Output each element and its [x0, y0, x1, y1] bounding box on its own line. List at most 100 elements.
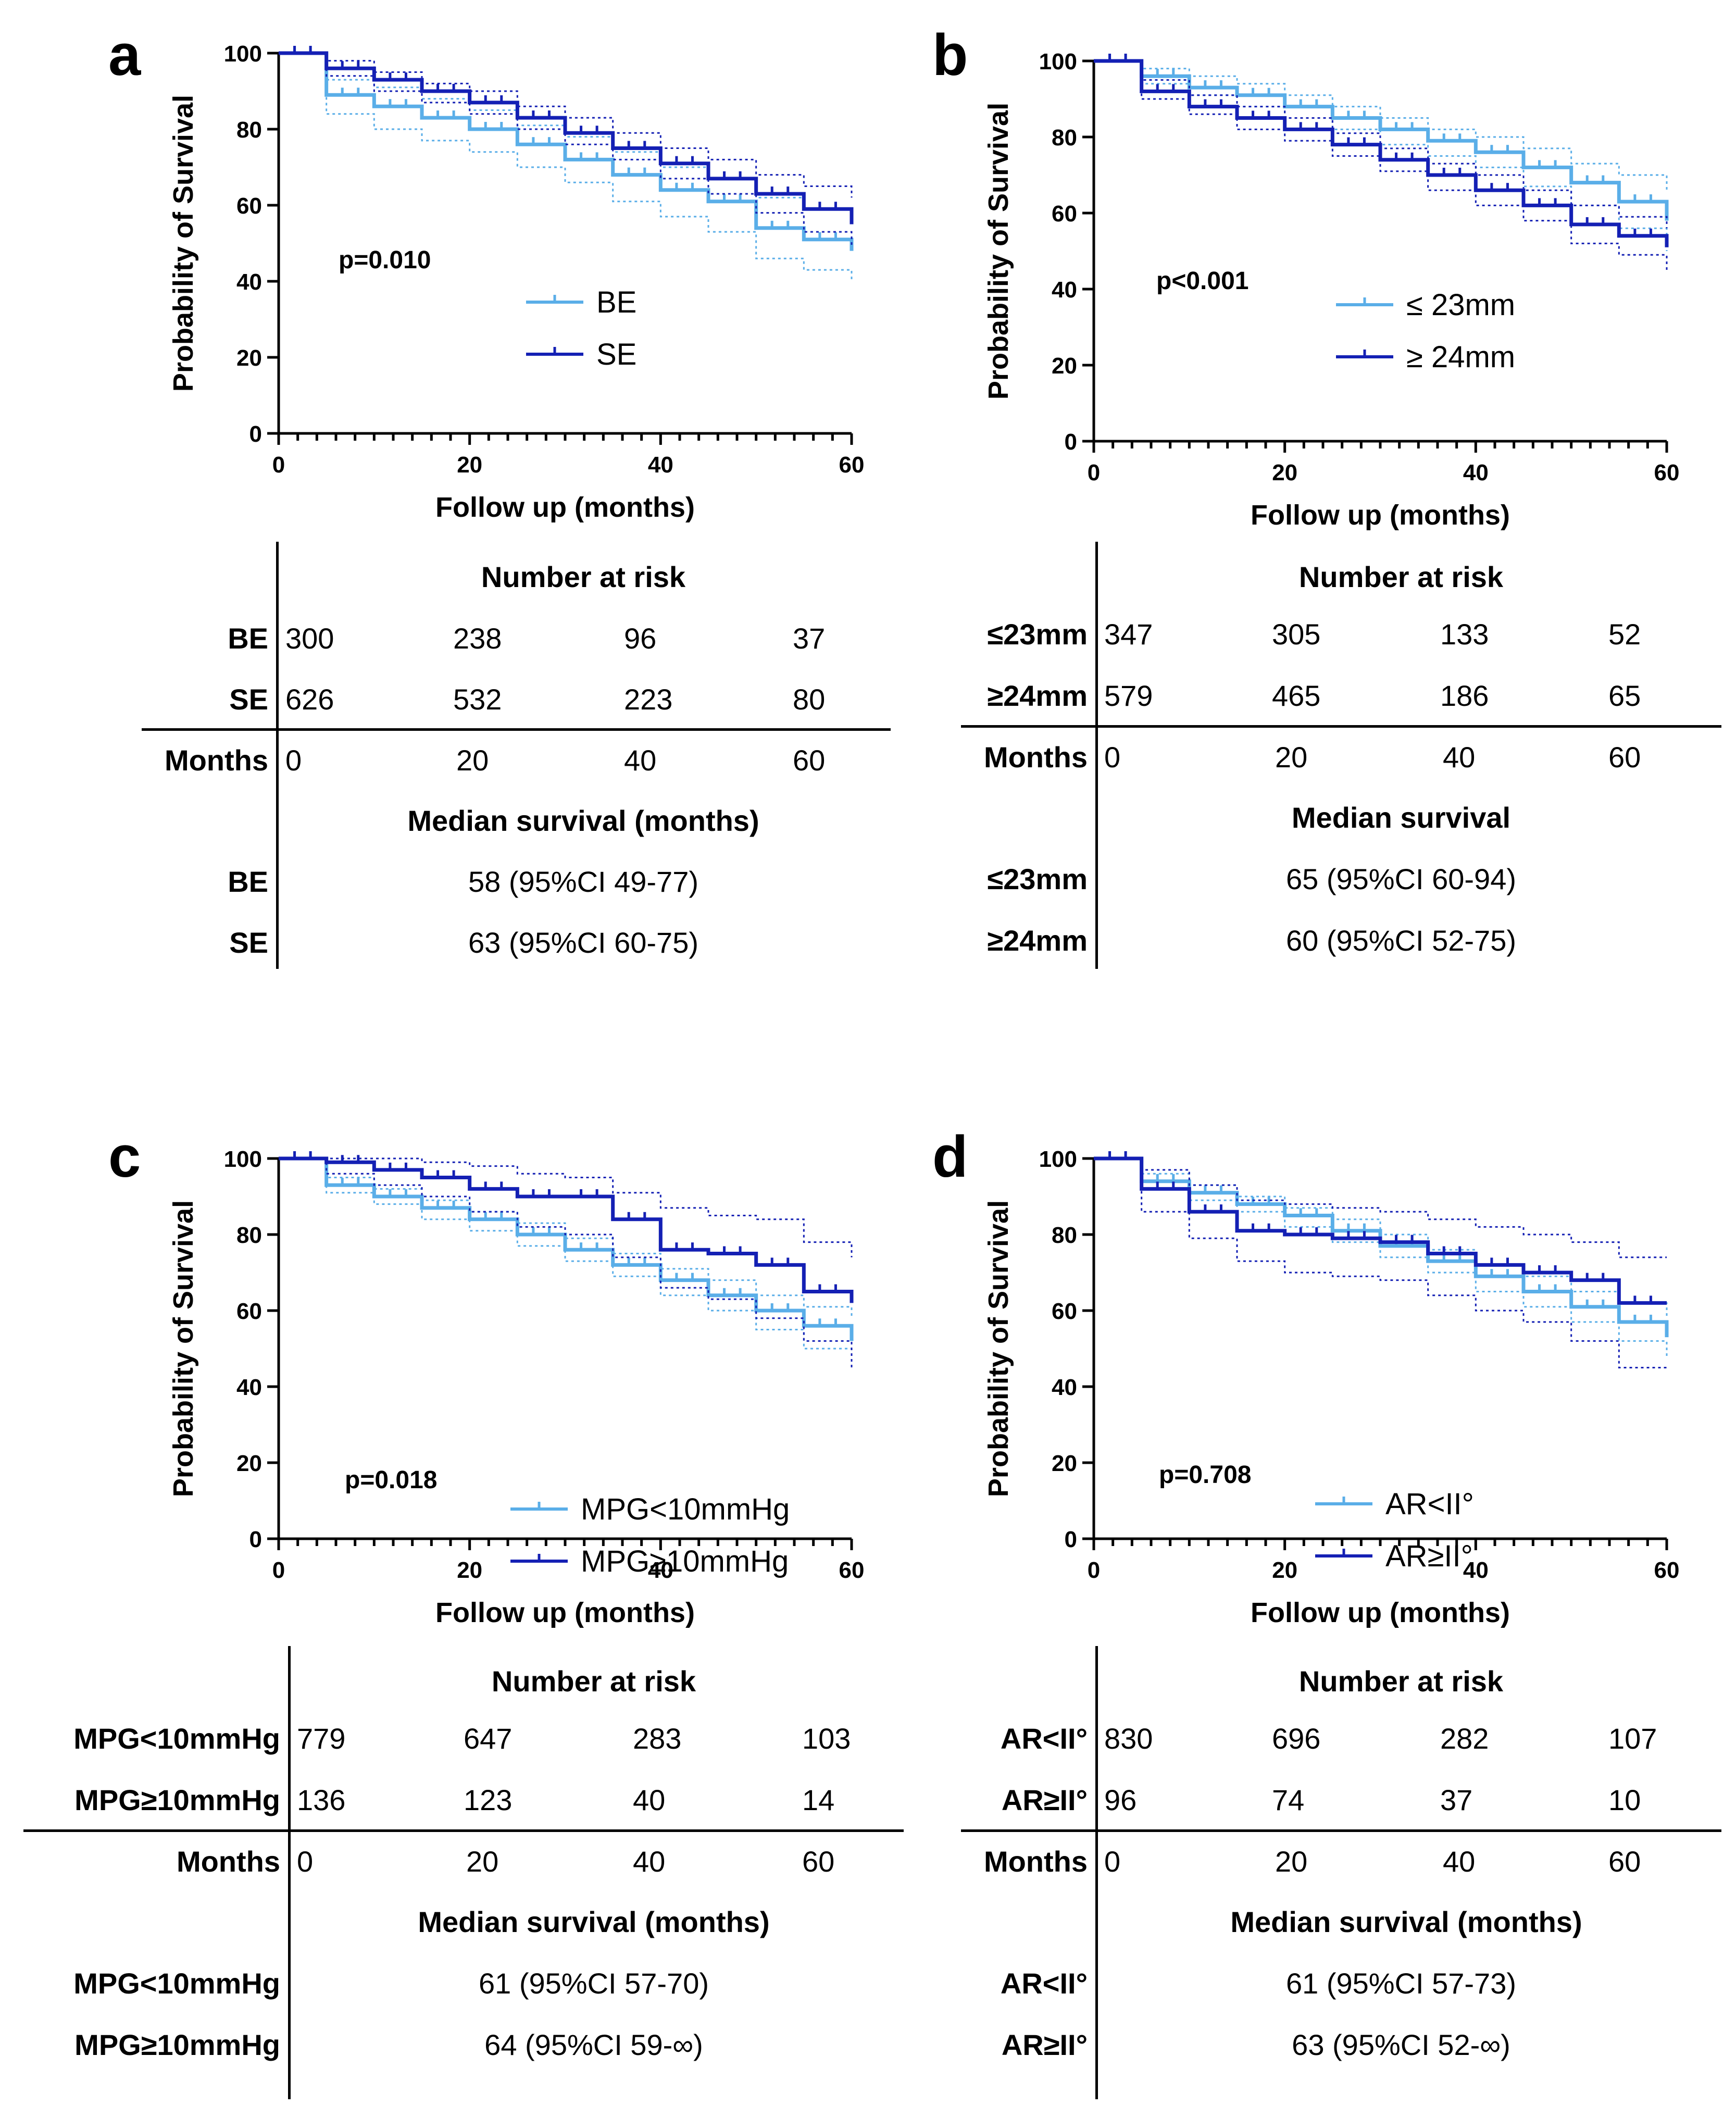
risk-cell: 779	[297, 1722, 346, 1755]
y-tick-label: 0	[249, 421, 262, 447]
y-tick-label: 0	[1065, 1527, 1077, 1552]
risk-row-label: SE	[229, 683, 268, 716]
x-tick-label: 20	[1272, 460, 1297, 485]
median-row-label: MPG≥10mmHg	[74, 2028, 280, 2061]
km-chart-c: 0 20 40 60 0 20 40 60 80 100 Follow up (months) Pro…	[168, 1147, 864, 1628]
p-value: p=0.010	[339, 246, 431, 274]
median-value: 64 (95%CI 59-∞)	[484, 2028, 703, 2061]
risk-cell: 10	[1608, 1784, 1641, 1816]
median-value: 61 (95%CI 57-70)	[478, 1967, 709, 2000]
x-tick-label: 20	[457, 1557, 482, 1583]
y-tick-label: 20	[236, 345, 262, 371]
series-0-survival-line	[279, 51, 854, 251]
month-cell: 20	[466, 1845, 499, 1878]
risk-title: Number at risk	[1298, 560, 1504, 593]
risk-cell: 283	[633, 1722, 682, 1755]
y-axis-title: Probability of Survival	[983, 103, 1014, 400]
months-label: Months	[176, 1845, 280, 1878]
panel-letter-b: b	[932, 22, 968, 88]
series-1-survival-line	[1094, 59, 1669, 247]
median-row-label: SE	[229, 926, 268, 959]
median-row-label: ≥24mm	[987, 924, 1088, 957]
month-cell: 20	[456, 744, 489, 777]
median-title: Median survival	[1291, 801, 1511, 834]
series-1-ci-upper	[279, 1157, 853, 1257]
km-chart-d: 0 20 40 60 0 20 40 60 80 100 Follow up (months) Pro…	[983, 1147, 1679, 1628]
x-tick-label: 60	[1654, 460, 1680, 485]
series-1-survival-line	[279, 1156, 854, 1303]
x-axis-title: Follow up (months)	[435, 492, 695, 523]
month-cell: 60	[802, 1845, 835, 1878]
y-tick-label: 0	[1065, 429, 1077, 455]
risk-row-label: MPG≥10mmHg	[74, 1784, 280, 1816]
y-tick-label: 20	[1052, 353, 1077, 379]
month-cell: 20	[1275, 741, 1308, 774]
x-tick-label: 40	[648, 452, 673, 478]
x-tick-label: 0	[272, 1557, 285, 1583]
risk-row-label: AR<II°	[1000, 1722, 1088, 1755]
risk-cell: 647	[464, 1722, 513, 1755]
y-tick-label: 40	[236, 269, 262, 295]
month-cell: 40	[1443, 1845, 1476, 1878]
median-row-label: AR<II°	[1000, 1967, 1088, 2000]
months-label: Months	[983, 1845, 1088, 1878]
p-value: p=0.018	[345, 1466, 437, 1494]
risk-cell: 347	[1104, 618, 1153, 651]
series-1-ci-lower	[279, 1157, 853, 1368]
y-axis-title: Probability of Survival	[983, 1200, 1014, 1497]
x-tick-label: 60	[839, 452, 865, 478]
y-tick-label: 20	[1052, 1451, 1077, 1476]
median-row-label: BE	[228, 865, 268, 898]
risk-cell: 96	[1104, 1784, 1137, 1816]
risk-cell: 80	[793, 683, 826, 716]
y-tick-label: 60	[236, 1299, 262, 1324]
risk-row-label: BE	[228, 622, 268, 655]
km-chart-b: 0 20 40 60 0 20 40 60 80 100 Follow up (months) Pro…	[983, 49, 1680, 531]
month-cell: 60	[1608, 741, 1641, 774]
x-tick-label: 0	[1088, 1557, 1100, 1583]
month-cell: 40	[624, 744, 657, 777]
median-value: 60 (95%CI 52-75)	[1285, 924, 1516, 957]
y-axis-title: Probability of Survival	[168, 95, 199, 392]
risk-cell: 103	[802, 1722, 851, 1755]
y-tick-label: 80	[1052, 1223, 1077, 1248]
y-tick-label: 100	[1039, 49, 1077, 74]
risk-cell: 300	[285, 622, 334, 655]
x-axis-title: Follow up (months)	[1251, 1597, 1510, 1628]
panel-letter-a: a	[108, 22, 141, 88]
y-tick-label: 40	[1052, 1375, 1077, 1400]
risk-table-a: Number at risk BE 300 238 96 37 SE 626 5…	[0, 542, 901, 974]
month-cell: 0	[1104, 1845, 1121, 1878]
risk-cell: 52	[1608, 618, 1641, 651]
x-tick-label: 40	[1463, 460, 1489, 485]
median-value: 65 (95%CI 60-94)	[1285, 863, 1516, 895]
risk-cell: 696	[1272, 1722, 1321, 1755]
y-tick-label: 80	[1052, 125, 1077, 151]
risk-cell: 74	[1272, 1784, 1305, 1816]
y-tick-label: 0	[249, 1527, 262, 1552]
x-axis-title: Follow up (months)	[1251, 500, 1510, 531]
risk-cell: 107	[1608, 1722, 1657, 1755]
risk-title: Number at risk	[1298, 1665, 1504, 1698]
risk-cell: 579	[1104, 679, 1153, 712]
month-cell: 60	[793, 744, 826, 777]
legend-label-0: ≤ 23mm	[1406, 288, 1515, 322]
y-tick-label: 20	[236, 1451, 262, 1476]
legend-label-0: BE	[596, 285, 636, 319]
series-1-survival-line	[279, 51, 854, 225]
x-tick-label: 20	[457, 452, 482, 478]
risk-row-label: AR≥II°	[1001, 1784, 1088, 1816]
series-1-ci-lower	[279, 52, 853, 247]
legend-label-1: AR≥II°	[1385, 1539, 1473, 1573]
panel-letter-c: c	[108, 1124, 141, 1189]
legend-label-0: MPG<10mmHg	[581, 1492, 790, 1526]
risk-title: Number at risk	[491, 1665, 696, 1698]
median-value: 63 (95%CI 60-75)	[468, 926, 698, 959]
risk-cell: 465	[1272, 679, 1321, 712]
legend-label-1: SE	[596, 338, 636, 371]
legend-label-0: AR<II°	[1385, 1487, 1474, 1521]
risk-row-label: MPG<10mmHg	[73, 1722, 280, 1755]
x-tick-label: 0	[1088, 460, 1100, 485]
risk-cell: 37	[793, 622, 826, 655]
p-value: p<0.001	[1156, 267, 1248, 295]
